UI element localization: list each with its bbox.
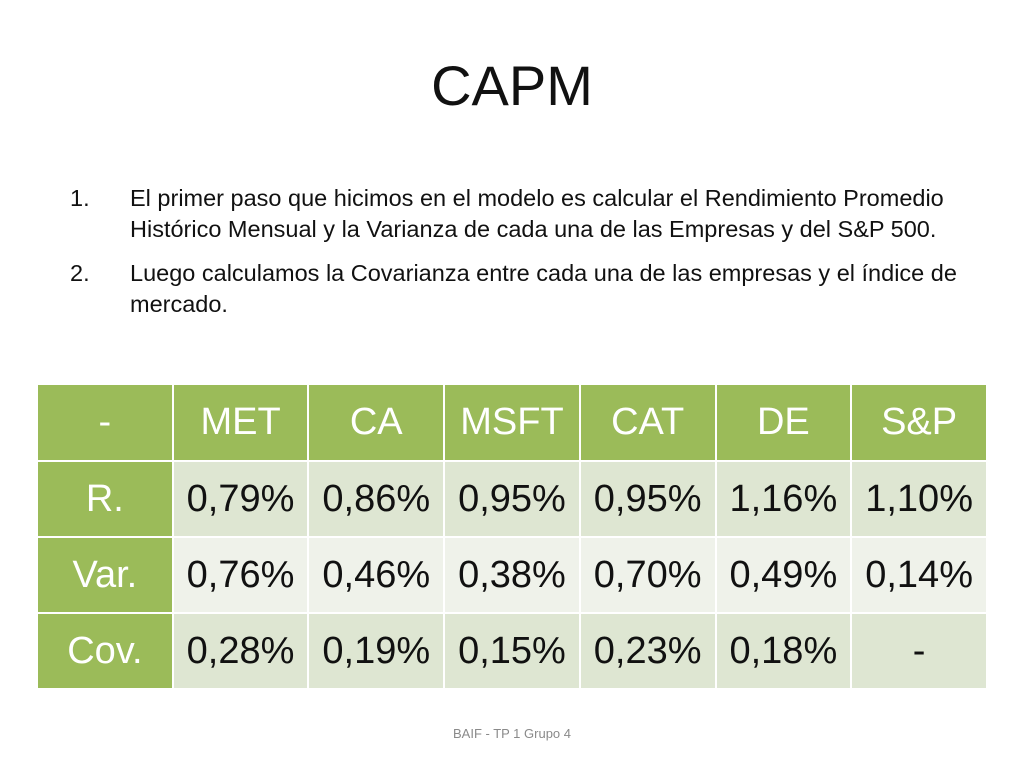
bullet-item: 2. Luego calculamos la Covarianza entre … [70,258,960,320]
capm-table: - MET CA MSFT CAT DE S&P R. 0,79% 0,86% … [36,383,988,690]
table-cell: 1,10% [850,460,988,538]
table-cell: 0,76% [171,536,310,614]
table-cell: 0,14% [850,536,988,614]
slide-footer: BAIF - TP 1 Grupo 4 [452,726,571,741]
table-cell: 0,19% [307,612,446,690]
table-cell: 0,18% [714,612,853,690]
row-label: Cov. [36,612,174,690]
bullet-text: El primer paso que hicimos en el modelo … [130,185,944,242]
header-cell-ca: CA [307,383,446,462]
bullet-text: Luego calculamos la Covarianza entre cad… [130,260,957,317]
row-label: Var. [36,536,174,614]
table-row-return: R. 0,79% 0,86% 0,95% 0,95% 1,16% 1,10% [36,460,988,538]
table-cell: 0,23% [578,612,717,690]
table-cell: 0,79% [171,460,310,538]
row-label: R. [36,460,174,538]
bullet-number: 1. [70,185,90,211]
bullet-item: 1. El primer paso que hicimos en el mode… [70,183,960,245]
table-cell: 1,16% [714,460,853,538]
header-cell-sp: S&P [850,383,988,462]
bullet-list: 1. El primer paso que hicimos en el mode… [70,183,960,333]
header-cell-de: DE [714,383,853,462]
header-corner-cell: - [36,383,174,462]
slide-title: CAPM [431,54,593,117]
table-cell: 0,70% [578,536,717,614]
table-header-row: - MET CA MSFT CAT DE S&P [36,383,988,462]
table-row-variance: Var. 0,76% 0,46% 0,38% 0,70% 0,49% 0,14% [36,536,988,614]
header-cell-met: MET [171,383,310,462]
table-cell: 0,28% [171,612,310,690]
table-cell: 0,38% [443,536,581,614]
bullet-number: 2. [70,260,90,286]
table-cell: 0,86% [307,460,446,538]
table-cell: 0,15% [443,612,581,690]
table-cell: 0,46% [307,536,446,614]
table-cell: 0,95% [443,460,581,538]
header-cell-cat: CAT [578,383,717,462]
table-cell: - [850,612,988,690]
table-row-covariance: Cov. 0,28% 0,19% 0,15% 0,23% 0,18% - [36,612,988,690]
table-cell: 0,95% [578,460,717,538]
header-cell-msft: MSFT [443,383,581,462]
table-cell: 0,49% [714,536,853,614]
